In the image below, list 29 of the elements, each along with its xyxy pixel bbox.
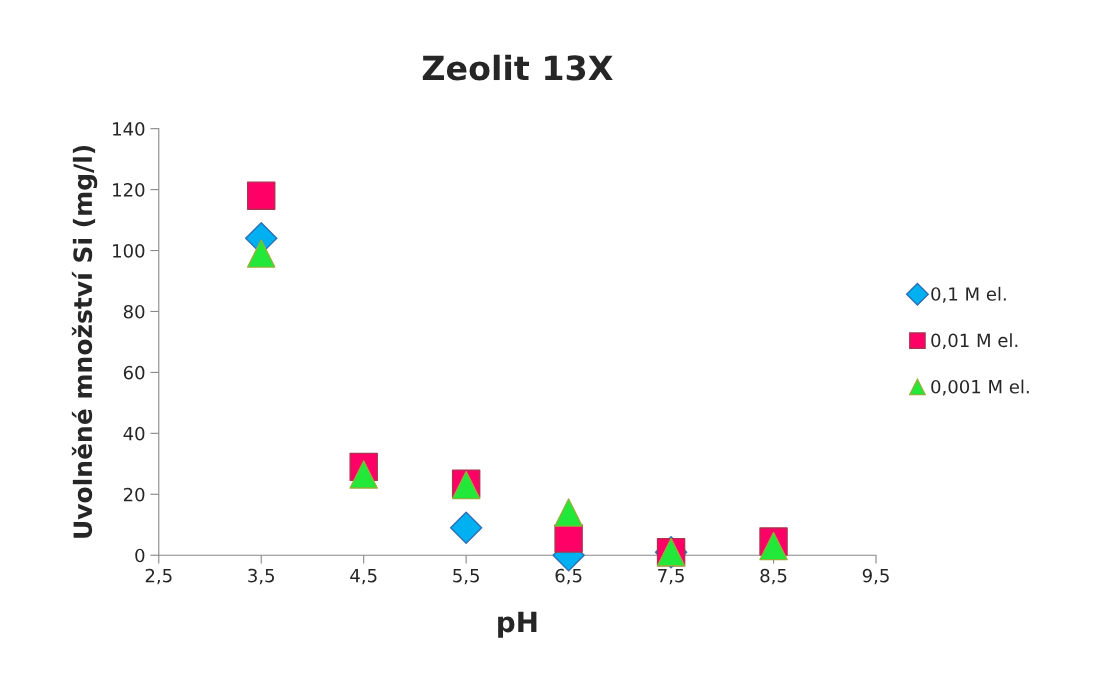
y-tick-label: 140 xyxy=(113,122,145,136)
y-tick-label: 20 xyxy=(123,487,145,502)
y-tick-label: 100 xyxy=(113,243,145,258)
x-tick-label: 5,5 xyxy=(453,568,479,585)
point xyxy=(759,531,788,561)
legend-label: 0,1 M el. xyxy=(931,286,1006,303)
x-axis-title: pH xyxy=(498,611,537,638)
x-tick-label: 4,5 xyxy=(350,568,377,585)
y-tick-label: 60 xyxy=(123,365,145,380)
x-tick-label: 7,5 xyxy=(658,568,684,585)
x-tick-label: 3,5 xyxy=(248,568,275,585)
point xyxy=(554,524,583,553)
y-tick-label: 120 xyxy=(113,183,145,197)
point xyxy=(349,460,378,489)
x-tick-label: 8,5 xyxy=(760,568,787,585)
x-tick-label: 9,5 xyxy=(862,568,889,585)
point xyxy=(554,498,583,527)
x-tick-label: 6,5 xyxy=(555,568,582,585)
y-axis-title: Uvolněné množství Si (mg/l) xyxy=(71,145,98,538)
point xyxy=(247,181,276,210)
legend-label: 0,01 M el. xyxy=(931,333,1018,350)
point xyxy=(247,239,276,268)
legend-label: 0,001 M el. xyxy=(931,379,1029,396)
y-tick-label: 0 xyxy=(135,548,145,563)
y-tick-label: 80 xyxy=(123,304,145,319)
y-tick-label: 40 xyxy=(123,426,145,441)
x-tick-label: 2,5 xyxy=(145,568,172,585)
point xyxy=(449,511,483,545)
chart-title: Zeolit 13X xyxy=(422,54,613,81)
